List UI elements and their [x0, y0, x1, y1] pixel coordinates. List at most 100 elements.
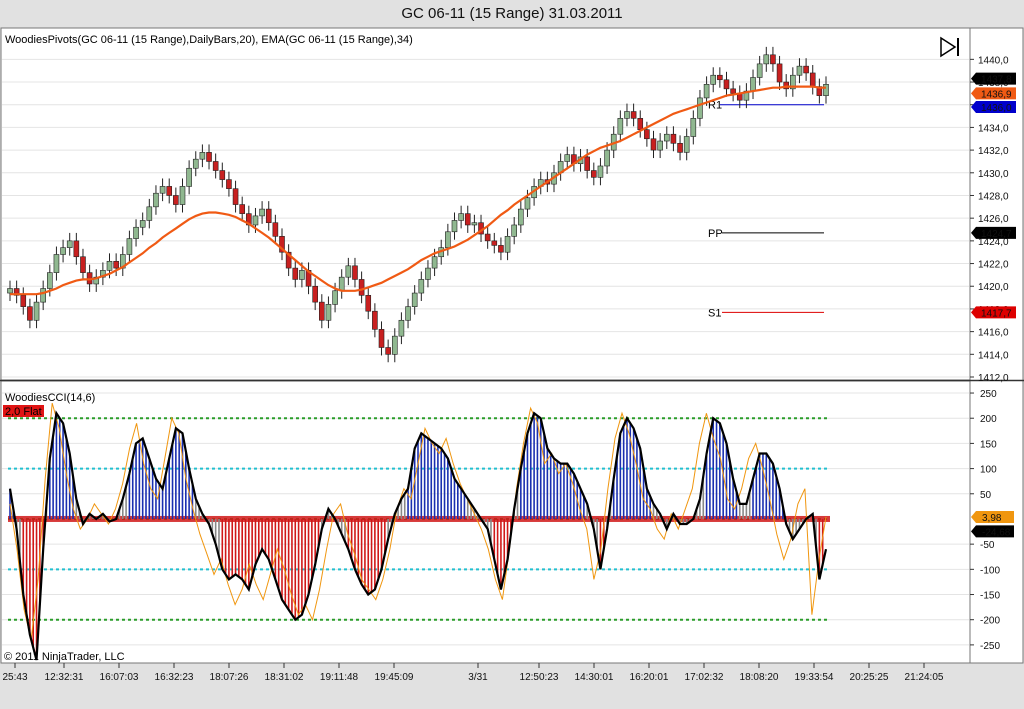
down-candle: [352, 265, 358, 280]
up-candle: [345, 265, 352, 278]
down-candle: [816, 86, 823, 96]
down-candle: [372, 310, 378, 330]
play-pause-icon[interactable]: [940, 36, 959, 58]
up-candle: [431, 256, 438, 269]
down-candle: [491, 240, 498, 246]
up-candle: [624, 111, 630, 119]
ema-price-value: 1436,9: [981, 89, 1012, 100]
x-tick-label: 19:45:09: [375, 672, 414, 683]
up-candle: [425, 267, 431, 280]
down-candle: [630, 111, 637, 119]
up-candle: [186, 167, 192, 187]
up-candle: [53, 254, 60, 273]
down-candle: [809, 72, 816, 87]
x-tick-label: 19:33:54: [795, 672, 834, 683]
down-candle: [319, 301, 325, 321]
price-panel[interactable]: [0, 27, 971, 381]
up-candle: [823, 84, 829, 96]
up-candle: [126, 238, 133, 255]
cci-value-tag: [971, 525, 1014, 538]
down-candle: [591, 170, 597, 178]
cci-badge-bg: [3, 405, 44, 417]
down-candle: [650, 138, 657, 151]
price-tick-label: 1416,0: [978, 328, 1009, 339]
down-candle: [770, 54, 776, 65]
down-candle: [166, 186, 173, 196]
x-tick-label: 18:07:26: [210, 672, 249, 683]
up-candle: [750, 77, 756, 92]
x-tick-label: 18:31:02: [265, 672, 304, 683]
down-candle: [265, 208, 272, 224]
down-candle: [212, 161, 219, 171]
up-candle: [60, 247, 66, 255]
up-candle: [159, 186, 166, 194]
price-grid: [2, 58, 969, 378]
price-tick-label: 1420,0: [978, 282, 1009, 293]
up-candle: [564, 154, 571, 162]
ema-line: [10, 85, 826, 296]
up-candle: [398, 319, 405, 337]
up-candle: [106, 260, 113, 271]
s1-label: S1: [708, 307, 721, 319]
x-tick-label: 12:50:23: [520, 672, 559, 683]
down-candle: [279, 236, 285, 253]
cci-histogram: [9, 413, 824, 660]
up-candle: [790, 74, 796, 90]
cci-tick-label: -100: [980, 565, 1000, 576]
up-candle: [597, 165, 604, 178]
down-candle: [730, 88, 736, 94]
pp-label: PP: [708, 228, 723, 240]
down-candle: [584, 156, 590, 171]
up-candle: [796, 65, 803, 76]
copyright: © 2011 NinjaTrader, LLC: [4, 651, 125, 663]
cci-tick-label: -200: [980, 616, 1000, 627]
x-tick-label: 16:07:03: [100, 672, 139, 683]
cci-badge: 2,0 Flat: [5, 406, 42, 418]
down-candle: [723, 79, 730, 90]
down-candle: [484, 233, 491, 242]
up-candle: [511, 224, 517, 237]
cci-tick-label: -250: [980, 641, 1000, 652]
up-candle: [299, 270, 305, 280]
x-tick-label: 16:32:23: [155, 672, 194, 683]
price-tags: 1437,8 1436,9 1436,0 1424,7 1417,7: [971, 72, 1016, 319]
up-candle: [66, 240, 73, 248]
x-tick-label: 18:08:20: [740, 672, 779, 683]
down-candle: [20, 295, 27, 307]
down-candle: [113, 260, 119, 269]
up-candle: [524, 197, 531, 210]
x-tick-label: 3/31: [468, 672, 488, 683]
price-tick-label: 1440,0: [978, 55, 1009, 66]
down-candle: [226, 179, 232, 189]
up-candle: [153, 192, 159, 208]
up-candle: [252, 215, 259, 226]
up-candle: [445, 231, 451, 248]
price-tick-label: 1430,0: [978, 169, 1009, 180]
last-price-tag: [971, 72, 1016, 85]
cci-tick-label: 200: [980, 414, 997, 425]
up-candle: [690, 118, 697, 137]
y-axis-area: [969, 27, 1024, 664]
x-tick-label: 20:25:25: [850, 672, 889, 683]
down-candle: [677, 142, 683, 153]
price-tick-label: 1412,0: [978, 373, 1009, 384]
cci-value: -24,68: [982, 527, 1011, 538]
up-candle: [710, 74, 717, 85]
down-candle: [776, 63, 783, 83]
up-candle: [458, 213, 464, 221]
down-candle: [27, 306, 33, 321]
down-candle: [644, 129, 650, 140]
x-tick-label: 25:43: [2, 672, 27, 683]
x-tick-label: 12:32:31: [45, 672, 84, 683]
up-candle: [47, 272, 53, 289]
down-candle: [312, 285, 318, 303]
up-candle: [657, 140, 663, 151]
up-candle: [418, 279, 425, 294]
up-candle: [40, 288, 46, 303]
x-axis: 25:43 12:32:31 16:07:03 16:32:23 18:07:26 18:…: [2, 663, 944, 683]
pp-price-tag: [971, 226, 1016, 239]
x-tick-label: 19:11:48: [320, 672, 359, 683]
up-candle: [146, 206, 153, 221]
